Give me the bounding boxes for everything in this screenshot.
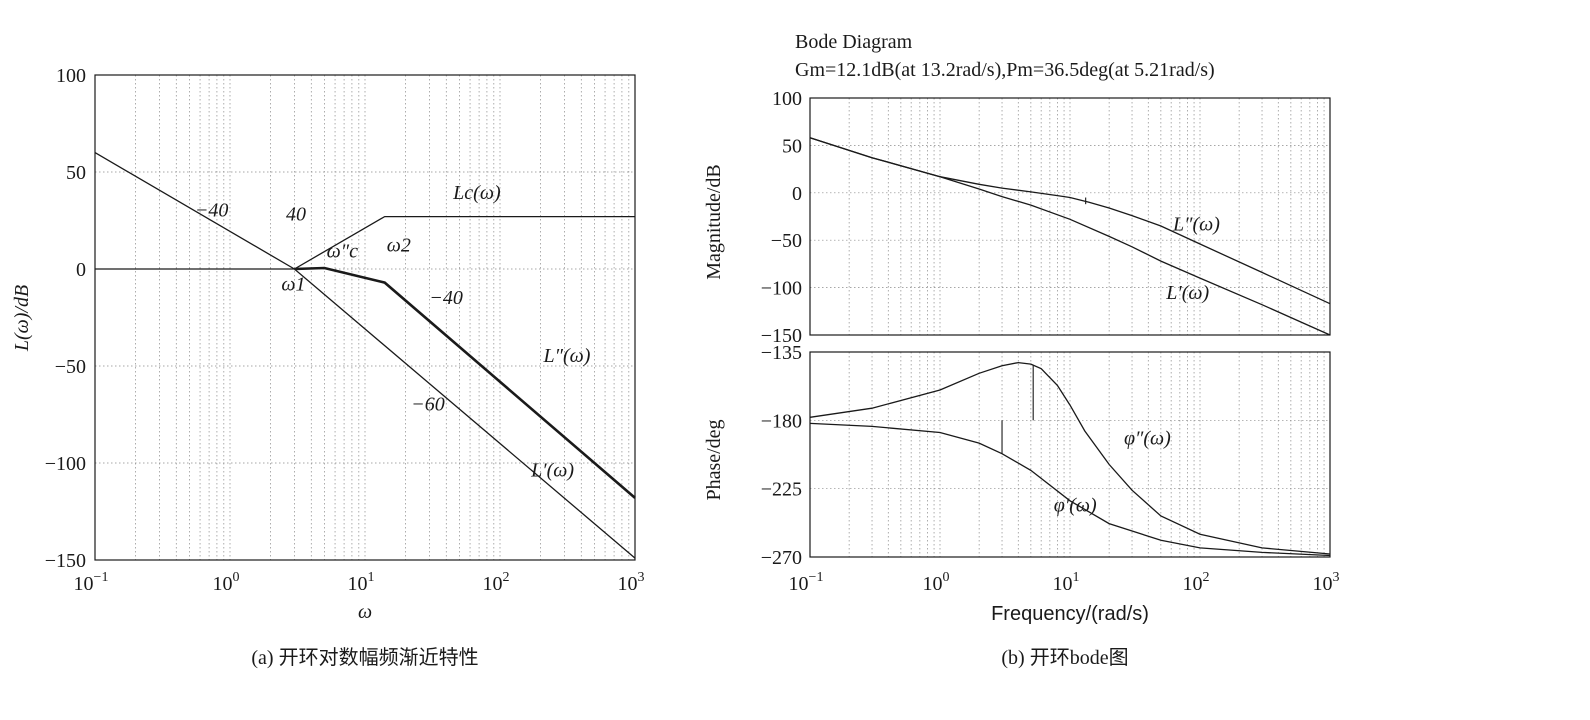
chart-a-label-lab_Lpp: L″(ω) — [542, 345, 590, 367]
chart-a-label-lab_Lc: Lc(ω) — [452, 182, 501, 204]
chart-a-y-tick: 0 — [76, 259, 86, 281]
chart-b-x-tick-exp: −1 — [809, 570, 824, 585]
chart-b-x-tick: 100 — [923, 570, 950, 595]
chart-a-x-tick: 100 — [213, 570, 240, 595]
chart-a-x-tick-base: 10 — [348, 573, 368, 595]
chart-a-y-tick: 100 — [56, 65, 86, 87]
chart-b-open-loop-bode-diagram: Bode Diagram Gm=12.1dB(at 13.2rad/s),Pm=… — [703, 31, 1340, 669]
chart-a-caption: (a) 开环对数幅频渐近特性 — [251, 646, 478, 669]
chart-a-grid — [95, 75, 635, 560]
chart-a-label-w1: ω1 — [281, 273, 305, 295]
chart-b-phase-annotations: φ″(ω) φ′(ω) — [1054, 428, 1171, 517]
chart-b-label-lab_Lpp_b: L″(ω) — [1172, 214, 1220, 236]
chart-b-phase-frame — [809, 351, 1331, 558]
chart-a-x-tick: 101 — [348, 570, 375, 595]
chart-a-xlabel: ω — [358, 601, 372, 623]
chart-a-x-tick-base: 10 — [213, 573, 233, 595]
chart-a-series-group — [94, 152, 636, 559]
chart-a-series-Lc — [95, 215, 635, 270]
chart-b-x-tick-base: 10 — [789, 573, 809, 595]
chart-b-subtitle: Gm=12.1dB(at 13.2rad/s),Pm=36.5deg(at 5.… — [795, 59, 1215, 81]
chart-b-magnitude-y-tick-labels: 100 50 0 −50 −100 −150 — [761, 88, 802, 347]
chart-a-y-tick: −100 — [45, 453, 86, 475]
chart-b-phase-grid — [810, 352, 1330, 557]
chart-a-x-tick-exp: −1 — [94, 570, 109, 585]
chart-b-x-tick-labels: 10−1 100 101 102 103 — [789, 570, 1340, 595]
chart-a-label-slope2: 40 — [286, 204, 306, 226]
chart-a-x-tick-base: 10 — [74, 573, 94, 595]
chart-a-x-tick: 102 — [483, 570, 510, 595]
chart-b-title: Bode Diagram — [795, 31, 913, 53]
chart-b-magnitude-ylabel: Magnitude/dB — [703, 164, 725, 280]
chart-a-series-Lpp — [294, 266, 636, 499]
chart-b-label-lab_Lp_b: L′(ω) — [1165, 282, 1209, 304]
chart-b-x-tick: 103 — [1313, 570, 1340, 595]
chart-a-y-tick: 50 — [66, 162, 86, 184]
chart-b-phase-y-tick-labels: −135 −180 −225 −270 — [761, 342, 802, 569]
chart-b-phase-y-tick: −270 — [761, 547, 802, 569]
chart-b-x-tick-exp: 1 — [1073, 570, 1080, 585]
chart-b-phase-series-phi_pp — [809, 361, 1331, 555]
chart-a-label-lab_Lp: L′(ω) — [530, 460, 574, 482]
chart-b-phase-series-phi_p — [809, 422, 1331, 557]
chart-a-x-tick-exp: 0 — [233, 570, 240, 585]
chart-b-magnitude-y-tick: 50 — [782, 135, 802, 157]
chart-a-label-slope4: −60 — [411, 394, 445, 416]
chart-b-magnitude-y-tick: −100 — [761, 278, 802, 300]
chart-b-magnitude-frame — [809, 97, 1331, 336]
chart-b-x-tick: 10−1 — [789, 570, 824, 595]
chart-b-phase-y-tick: −225 — [761, 479, 802, 501]
chart-a-label-slope1: −40 — [195, 200, 229, 222]
chart-a-label-w2: ω2 — [387, 235, 411, 257]
chart-a-y-tick: −50 — [55, 356, 86, 378]
chart-b-phase-ylabel: Phase/deg — [703, 419, 725, 500]
chart-b-magnitude-y-tick: 0 — [792, 183, 802, 205]
chart-a-x-tick-base: 10 — [618, 573, 638, 595]
chart-b-label-lab_phipp: φ″(ω) — [1124, 428, 1171, 450]
chart-a-x-tick-exp: 3 — [638, 570, 645, 585]
chart-a-plot-frame — [94, 74, 636, 561]
chart-a-x-tick-exp: 1 — [368, 570, 375, 585]
chart-b-x-tick-base: 10 — [1053, 573, 1073, 595]
chart-b-magnitude-y-tick: 100 — [772, 88, 802, 110]
chart-a-x-tick-exp: 2 — [503, 570, 510, 585]
chart-b-magnitude-annotations: L″(ω) L′(ω) — [1165, 214, 1220, 304]
chart-a-y-tick-labels: 100 50 0 −50 −100 −150 — [45, 65, 86, 572]
chart-b-magnitude-series-Lpp_curve — [809, 137, 1331, 305]
chart-b-x-tick-base: 10 — [1183, 573, 1203, 595]
chart-b-x-tick: 101 — [1053, 570, 1080, 595]
chart-b-x-tick-exp: 3 — [1333, 570, 1340, 585]
chart-b-phase-y-tick: −180 — [761, 410, 802, 432]
chart-b-x-tick: 102 — [1183, 570, 1210, 595]
chart-b-magnitude-grid — [810, 98, 1330, 335]
chart-b-magnitude-series — [809, 137, 1331, 336]
chart-b-label-lab_phip: φ′(ω) — [1054, 494, 1097, 516]
chart-b-phase-y-tick: −135 — [761, 342, 802, 364]
chart-b-x-tick-base: 10 — [1313, 573, 1333, 595]
chart-b-x-tick-base: 10 — [923, 573, 943, 595]
chart-a-label-wc: ω″c — [327, 240, 358, 262]
chart-b-magnitude-y-tick: −50 — [771, 230, 802, 252]
chart-b-x-tick-exp: 2 — [1203, 570, 1210, 585]
chart-a-y-tick: −150 — [45, 550, 86, 572]
chart-a-x-tick-labels: 10−1 100 101 102 103 — [74, 570, 645, 595]
chart-b-phase-series — [809, 361, 1331, 557]
chart-b-xlabel: Frequency/(rad/s) — [991, 603, 1149, 625]
chart-b-x-tick-exp: 0 — [943, 570, 950, 585]
chart-a-x-tick-base: 10 — [483, 573, 503, 595]
chart-a-x-tick: 103 — [618, 570, 645, 595]
chart-b-caption: (b) 开环bode图 — [1001, 647, 1128, 669]
chart-a-annotations: Lc(ω) L″(ω) L′(ω) −40 40 −40 −60 ω1 ω″c ω2 — [195, 182, 591, 481]
chart-a-x-tick: 10−1 — [74, 570, 109, 595]
chart-b-magnitude-y-tick: −150 — [761, 325, 802, 347]
chart-a-label-slope3: −40 — [429, 287, 463, 309]
chart-a-ylabel: L(ω)/dB — [11, 285, 33, 352]
